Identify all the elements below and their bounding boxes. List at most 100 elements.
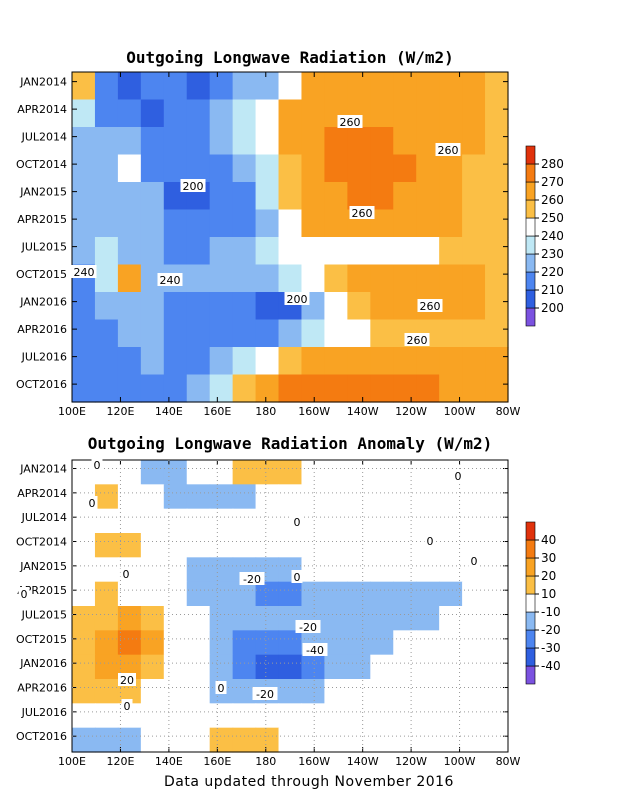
footer-note: Data updated through November 2016 <box>164 774 454 790</box>
y-tick-label: JAN2014 <box>19 463 67 476</box>
heat-cell <box>347 703 371 729</box>
heat-cell <box>163 484 188 510</box>
heat-cell <box>255 292 280 321</box>
heat-cell <box>186 374 211 403</box>
heat-cell <box>140 630 165 656</box>
heat-cell <box>324 347 348 376</box>
heat-cell <box>255 533 280 558</box>
heat-cell <box>462 319 486 348</box>
heat-cell <box>94 581 119 607</box>
heat-cell <box>324 484 348 510</box>
heat-cell <box>72 654 96 680</box>
heat-cell <box>163 630 188 656</box>
heat-cell <box>94 127 119 156</box>
heat-cell <box>370 292 394 321</box>
heat-cell <box>485 581 509 607</box>
heat-cell <box>140 703 165 729</box>
heat-cell <box>94 533 119 558</box>
heat-cell <box>72 630 96 656</box>
heat-cell <box>140 72 165 101</box>
heat-cell <box>255 484 280 510</box>
contour-label-bg <box>435 143 461 156</box>
heat-cell <box>485 533 509 558</box>
heat-cell <box>439 292 463 321</box>
heat-cell <box>301 209 326 238</box>
heat-cell <box>370 703 394 729</box>
heat-cell <box>347 292 371 321</box>
heat-cell <box>140 237 165 266</box>
heat-cell <box>370 460 394 485</box>
heat-cell <box>278 319 303 348</box>
heat-cell <box>278 533 303 558</box>
heat-cell <box>72 182 96 211</box>
heat-cell <box>301 654 326 680</box>
heat-cell <box>393 484 417 510</box>
heat-cell <box>462 679 486 704</box>
y-tick-label: APR2016 <box>17 323 67 336</box>
heat-cell <box>94 264 119 293</box>
heat-cell <box>117 209 142 238</box>
heat-cell <box>347 654 371 680</box>
heat-cell <box>209 533 234 558</box>
heat-cell <box>416 727 440 753</box>
x-tick-label: 140W <box>347 405 379 418</box>
heat-cell <box>301 508 326 534</box>
colorbar-swatch <box>525 665 536 685</box>
heat-cell <box>278 72 303 101</box>
y-tick-label: JAN2015 <box>19 560 67 573</box>
heat-cell <box>416 508 440 534</box>
heat-cell <box>301 374 326 403</box>
contour-label-bg <box>424 534 436 547</box>
heat-cell <box>416 581 440 607</box>
heat-cell <box>209 237 234 266</box>
heat-cell <box>163 703 188 729</box>
y-tick-label: JAN2016 <box>19 296 67 309</box>
heat-cell <box>209 727 234 753</box>
contour-label: 260 <box>420 300 441 313</box>
colorbar-label: -10 <box>541 605 561 619</box>
y-tick-label: JUL2015 <box>21 241 67 254</box>
contour-label-bg <box>417 299 443 312</box>
heat-cell <box>140 99 165 128</box>
heat-cell <box>416 154 440 183</box>
heat-cell <box>485 606 509 631</box>
heat-cell <box>324 727 348 753</box>
heat-cell <box>485 654 509 680</box>
y-tick-label: OCT2016 <box>16 730 67 743</box>
colorbar-swatch <box>525 253 536 273</box>
colorbar-swatch <box>525 629 536 649</box>
heat-cell <box>370 557 394 583</box>
colorbar-swatch <box>525 611 536 631</box>
heat-cell <box>117 727 142 753</box>
contour-label: 260 <box>352 207 373 220</box>
heat-cell <box>94 292 119 321</box>
contour-label-bg <box>91 458 103 471</box>
y-tick-label: JUL2014 <box>21 131 67 144</box>
heat-cell <box>140 654 165 680</box>
heat-cell <box>324 154 348 183</box>
heat-cell <box>347 182 371 211</box>
heat-cell <box>117 533 142 558</box>
heat-cell <box>94 237 119 266</box>
heat-cell <box>324 264 348 293</box>
x-tick-label: 160E <box>203 755 231 768</box>
heat-cell <box>347 127 371 156</box>
x-tick-label: 80W <box>496 405 521 418</box>
heat-cell <box>301 237 326 266</box>
heat-cell <box>370 209 394 238</box>
colorbar-swatch <box>525 163 536 183</box>
heat-cell <box>462 264 486 293</box>
heat-cell <box>232 654 257 680</box>
x-tick-label: 80W <box>496 755 521 768</box>
heat-cell <box>163 292 188 321</box>
heat-cell <box>186 127 211 156</box>
heat-cell <box>186 654 211 680</box>
heat-cell <box>370 581 394 607</box>
heat-cell <box>94 182 119 211</box>
heat-cell <box>370 533 394 558</box>
heat-cell <box>439 703 463 729</box>
heat-cell <box>278 654 303 680</box>
heat-cell <box>163 72 188 101</box>
colorbar-swatch <box>525 307 536 327</box>
heat-cell <box>416 679 440 704</box>
